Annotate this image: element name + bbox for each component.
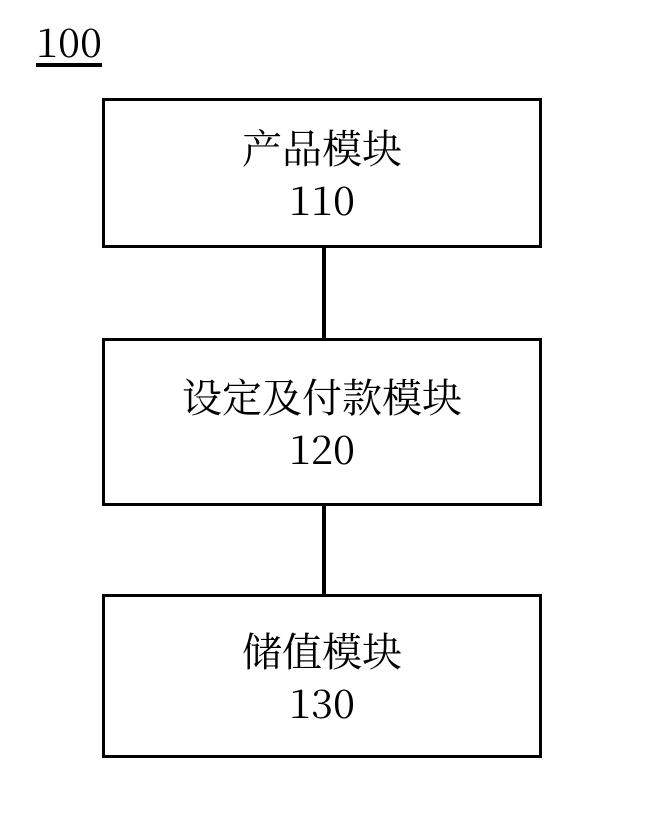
block-product-module: 产品模块 110 [102,98,542,248]
block-number: 130 [289,677,355,727]
connector-line [322,506,326,594]
figure-id-label: 100 [36,12,102,69]
block-label: 设定及付款模块 [182,371,462,421]
diagram-canvas: 100 产品模块 110 设定及付款模块 120 储值模块 130 [0,0,662,814]
block-label: 储值模块 [242,625,402,675]
block-settings-payment-module: 设定及付款模块 120 [102,338,542,506]
block-label: 产品模块 [242,122,402,172]
connector-line [322,248,326,338]
block-number: 120 [289,423,355,473]
block-stored-value-module: 储值模块 130 [102,594,542,758]
block-number: 110 [289,174,355,224]
